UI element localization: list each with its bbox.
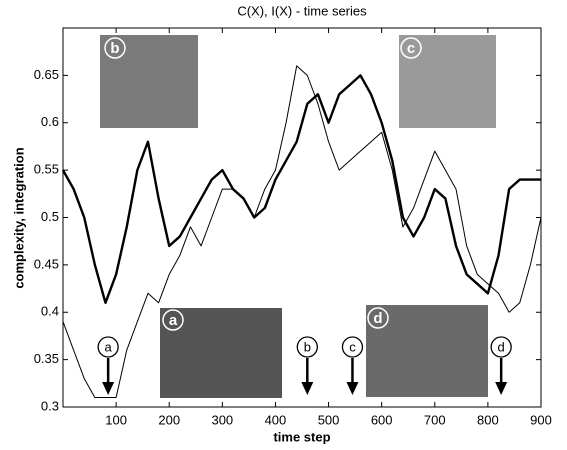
series-line bbox=[62, 65, 542, 399]
event-arrow-head bbox=[301, 382, 314, 395]
inset-label: a bbox=[169, 312, 178, 329]
chart-title: C(X), I(X) - time series bbox=[237, 3, 367, 18]
x-axis-label: time step bbox=[273, 429, 330, 444]
event-label: d bbox=[498, 339, 505, 354]
inset-label: b bbox=[110, 40, 119, 57]
y-tick-label: 0.45 bbox=[34, 256, 59, 271]
y-tick-label: 0.65 bbox=[34, 67, 59, 82]
y-tick-label: 0.6 bbox=[41, 114, 59, 129]
x-tick-label: 100 bbox=[105, 412, 127, 427]
event-badge bbox=[97, 336, 119, 358]
event-label: a bbox=[105, 339, 113, 354]
event-arrow-head bbox=[346, 382, 359, 395]
inset-label: c bbox=[407, 40, 415, 57]
y-tick-label: 0.5 bbox=[41, 209, 59, 224]
event-arrow-head bbox=[102, 382, 115, 395]
inset-image bbox=[160, 308, 282, 398]
x-tick-label: 600 bbox=[371, 412, 393, 427]
event-badge bbox=[341, 336, 364, 358]
x-tick-label: 500 bbox=[318, 412, 340, 427]
event-badge bbox=[296, 336, 318, 358]
y-tick-label: 0.35 bbox=[34, 351, 59, 366]
x-tick-label: 300 bbox=[211, 412, 233, 427]
inset-image bbox=[100, 35, 198, 128]
inset-badge bbox=[104, 37, 126, 59]
inset-image bbox=[366, 305, 488, 397]
y-tick-label: 0.3 bbox=[41, 398, 59, 413]
insets: b c a d bbox=[100, 35, 496, 398]
event-badge bbox=[490, 336, 512, 358]
event-label: b bbox=[304, 339, 311, 354]
event-arrow-head bbox=[495, 382, 508, 395]
x-tick-label: 200 bbox=[158, 412, 180, 427]
x-tick-label: 900 bbox=[530, 412, 552, 427]
y-tick-label: 0.55 bbox=[34, 162, 59, 177]
inset-image bbox=[399, 35, 496, 128]
x-tick-label: 800 bbox=[477, 412, 499, 427]
series-line bbox=[61, 74, 541, 304]
plot-area: 100 200 300 400 500 600 700 800 900 0.3 0.35 0.4 0.4… bbox=[34, 27, 552, 427]
x-tick-label: 700 bbox=[424, 412, 446, 427]
y-axis-label: complexity, integration bbox=[11, 147, 26, 288]
event-label: c bbox=[349, 339, 356, 354]
y-tick-label: 0.4 bbox=[41, 304, 59, 319]
x-tick-label: 400 bbox=[265, 412, 287, 427]
inset-badge bbox=[162, 309, 184, 331]
inset-label: d bbox=[373, 310, 382, 327]
inset-badge bbox=[367, 307, 389, 329]
inset-badge bbox=[400, 37, 422, 59]
